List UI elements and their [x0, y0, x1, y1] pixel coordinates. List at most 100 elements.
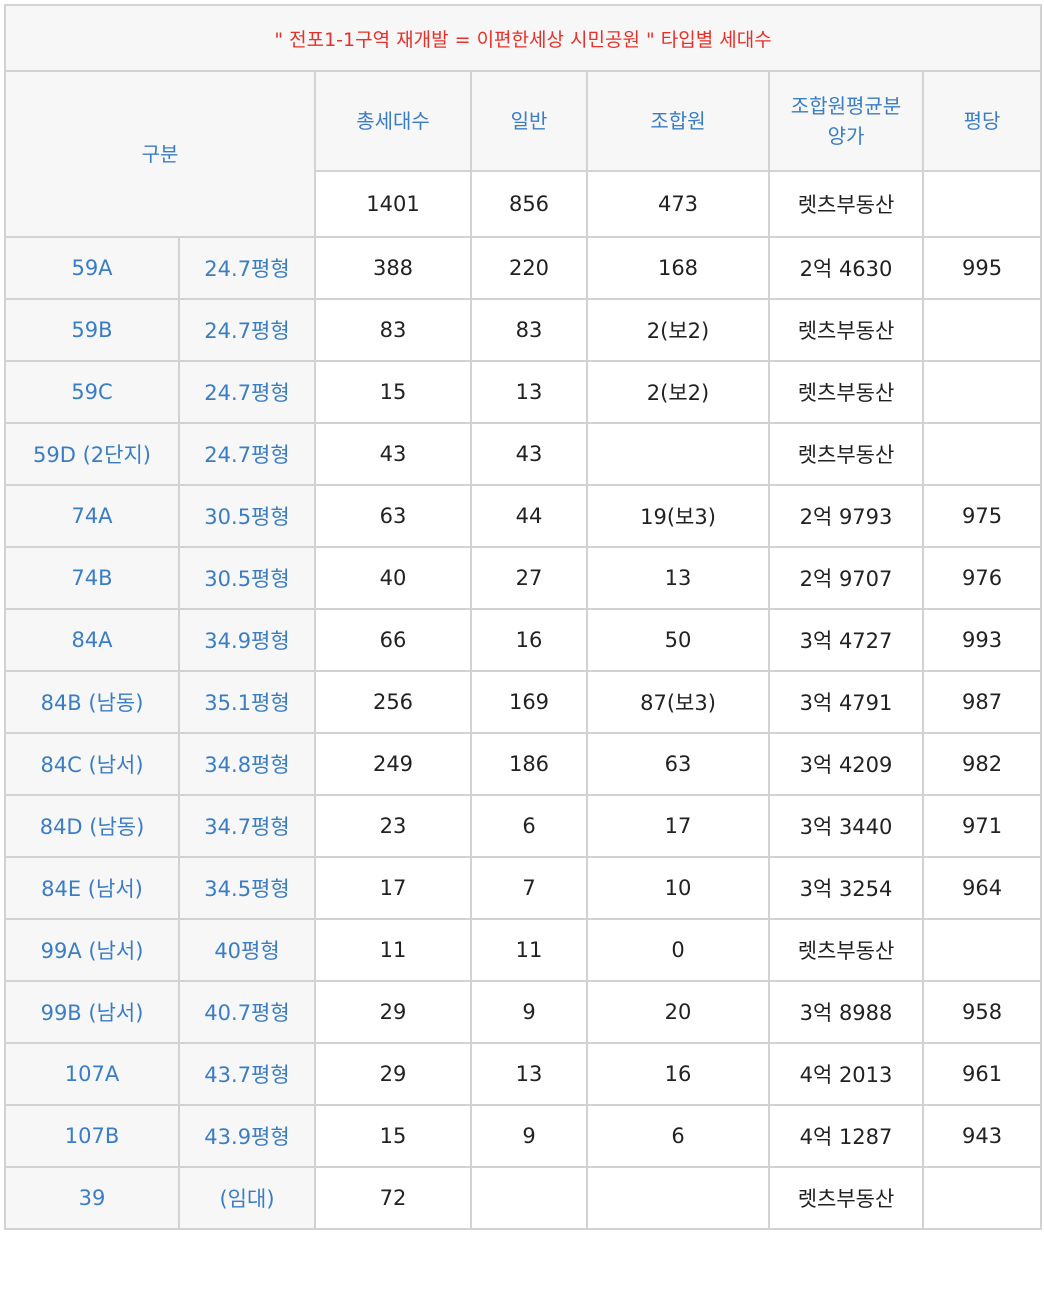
avg-price-cell: 4억 2013 [768, 1042, 924, 1106]
table-row: 107B 43.9평형 15 9 6 4억 1287 943 [4, 1104, 1043, 1168]
members-cell: 16 [586, 1042, 770, 1106]
per-pyeong-cell: 961 [921, 1042, 1043, 1106]
size-cell: 24.7평형 [178, 360, 316, 424]
general-cell: 13 [470, 360, 588, 424]
size-cell: 34.7평형 [178, 794, 316, 858]
type-cell: 59B [4, 298, 180, 362]
type-cell: 84D (남동) [4, 794, 180, 858]
total-cell: 23 [314, 794, 472, 858]
size-cell: 35.1평형 [178, 670, 316, 734]
table-row: 107A 43.7평형 29 13 16 4억 2013 961 [4, 1042, 1043, 1106]
avg-price-cell: 렛츠부동산 [768, 298, 924, 362]
type-cell: 39 [4, 1166, 180, 1230]
type-cell: 84E (남서) [4, 856, 180, 920]
per-pyeong-cell [921, 298, 1043, 362]
table-row: 84E (남서) 34.5평형 17 7 10 3억 3254 964 [4, 856, 1043, 920]
per-pyeong-cell: 976 [921, 546, 1043, 610]
table-row: 59A 24.7평형 388 220 168 2억 4630 995 [4, 236, 1043, 300]
members-cell: 168 [586, 236, 770, 300]
size-cell: 24.7평형 [178, 236, 316, 300]
members-cell [586, 422, 770, 486]
header-general: 일반 [470, 70, 588, 172]
type-cell: 74B [4, 546, 180, 610]
total-cell: 17 [314, 856, 472, 920]
size-cell: 40평형 [178, 918, 316, 982]
general-cell: 11 [470, 918, 588, 982]
size-cell: (임대) [178, 1166, 316, 1230]
avg-price-cell: 2억 9793 [768, 484, 924, 548]
type-cell: 107A [4, 1042, 180, 1106]
table-row: 84B (남동) 35.1평형 256 169 87(보3) 3억 4791 987 [4, 670, 1043, 734]
table-row: 99B (남서) 40.7평형 29 9 20 3억 8988 958 [4, 980, 1043, 1044]
avg-price-cell: 렛츠부동산 [768, 1166, 924, 1230]
header-total-households: 총세대수 [314, 70, 472, 172]
type-cell: 59D (2단지) [4, 422, 180, 486]
avg-price-cell: 4억 1287 [768, 1104, 924, 1168]
size-cell: 40.7평형 [178, 980, 316, 1044]
size-cell: 43.7평형 [178, 1042, 316, 1106]
per-pyeong-cell: 993 [921, 608, 1043, 672]
table-row: 59B 24.7평형 83 83 2(보2) 렛츠부동산 [4, 298, 1043, 362]
per-pyeong-cell: 982 [921, 732, 1043, 796]
total-cell: 29 [314, 980, 472, 1044]
total-cell: 83 [314, 298, 472, 362]
table-row: 99A (남서) 40평형 11 11 0 렛츠부동산 [4, 918, 1043, 982]
total-households-value: 1401 [314, 170, 472, 238]
total-cell: 66 [314, 608, 472, 672]
table-row: 84A 34.9평형 66 16 50 3억 4727 993 [4, 608, 1043, 672]
header-members: 조합원 [586, 70, 770, 172]
type-cell: 84B (남동) [4, 670, 180, 734]
per-pyeong-cell: 943 [921, 1104, 1043, 1168]
size-cell: 30.5평형 [178, 484, 316, 548]
total-cell: 256 [314, 670, 472, 734]
table-row: 84C (남서) 34.8평형 249 186 63 3억 4209 982 [4, 732, 1043, 796]
type-cell: 99A (남서) [4, 918, 180, 982]
household-type-table: " 전포1-1구역 재개발 = 이편한세상 시민공원 " 타입별 세대수 구분 … [3, 4, 1043, 1230]
header-per-pyeong: 평당 [921, 70, 1043, 172]
type-cell: 84C (남서) [4, 732, 180, 796]
header-avg-price-line2: 양가 [827, 124, 865, 148]
general-cell: 186 [470, 732, 588, 796]
header-row: 구분 총세대수 일반 조합원 조합원평균분 양가 평당 [4, 70, 1043, 238]
total-cell: 40 [314, 546, 472, 610]
avg-price-cell: 렛츠부동산 [768, 422, 924, 486]
members-cell: 63 [586, 732, 770, 796]
type-cell: 59A [4, 236, 180, 300]
per-pyeong-cell [921, 1166, 1043, 1230]
table-row: 84D (남동) 34.7평형 23 6 17 3억 3440 971 [4, 794, 1043, 858]
general-cell: 16 [470, 608, 588, 672]
avg-price-cell: 3억 4209 [768, 732, 924, 796]
avg-price-cell: 렛츠부동산 [768, 360, 924, 424]
per-pyeong-cell: 964 [921, 856, 1043, 920]
total-cell: 388 [314, 236, 472, 300]
members-cell: 0 [586, 918, 770, 982]
members-cell: 2(보2) [586, 298, 770, 362]
total-cell: 15 [314, 1104, 472, 1168]
type-cell: 84A [4, 608, 180, 672]
avg-price-cell: 3억 3254 [768, 856, 924, 920]
avg-price-cell: 3억 3440 [768, 794, 924, 858]
members-cell: 13 [586, 546, 770, 610]
table-row: 59C 24.7평형 15 13 2(보2) 렛츠부동산 [4, 360, 1043, 424]
general-cell: 83 [470, 298, 588, 362]
avg-price-cell: 3억 4791 [768, 670, 924, 734]
per-pyeong-cell: 995 [921, 236, 1043, 300]
avg-price-cell: 렛츠부동산 [768, 918, 924, 982]
members-cell: 20 [586, 980, 770, 1044]
table-row: 74A 30.5평형 63 44 19(보3) 2억 9793 975 [4, 484, 1043, 548]
total-cell: 29 [314, 1042, 472, 1106]
size-cell: 24.7평형 [178, 298, 316, 362]
general-cell: 9 [470, 980, 588, 1044]
table-row: 39 (임대) 72 렛츠부동산 [4, 1166, 1043, 1230]
total-avg-price-value: 렛츠부동산 [768, 170, 924, 238]
general-cell: 6 [470, 794, 588, 858]
avg-price-cell: 2억 9707 [768, 546, 924, 610]
size-cell: 30.5평형 [178, 546, 316, 610]
per-pyeong-cell: 987 [921, 670, 1043, 734]
members-cell: 2(보2) [586, 360, 770, 424]
general-cell: 43 [470, 422, 588, 486]
general-cell: 169 [470, 670, 588, 734]
header-avg-price: 조합원평균분 양가 [768, 70, 924, 172]
general-cell: 27 [470, 546, 588, 610]
total-cell: 43 [314, 422, 472, 486]
